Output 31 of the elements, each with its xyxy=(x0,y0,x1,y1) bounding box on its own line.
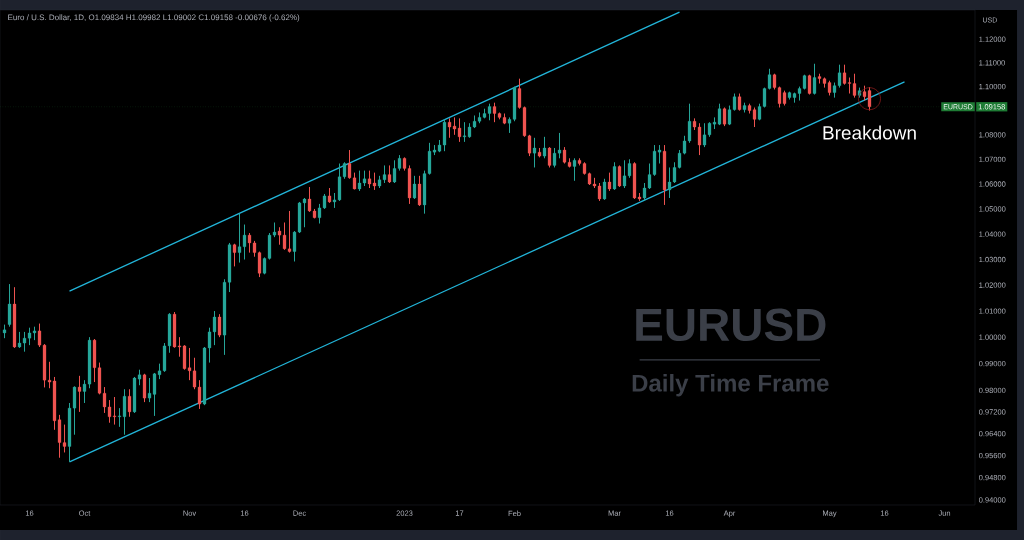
text: EURUSD xyxy=(636,308,826,342)
candlestick xyxy=(12,286,17,349)
candlestick xyxy=(7,283,12,328)
candlestick xyxy=(612,161,617,191)
candlestick xyxy=(662,144,667,206)
candlestick xyxy=(2,324,7,339)
candlestick xyxy=(532,137,537,168)
candlestick xyxy=(722,107,727,127)
candlestick xyxy=(412,175,417,200)
text: Daily Time Frame xyxy=(632,374,829,397)
annotation: Breakdown xyxy=(823,125,916,140)
candlestick xyxy=(127,388,132,418)
candlestick xyxy=(142,373,147,403)
candlestick xyxy=(572,157,577,182)
candlestick xyxy=(742,102,747,114)
candlestick xyxy=(812,63,817,96)
candlestick xyxy=(602,178,607,201)
candlestick xyxy=(607,172,612,192)
candlestick xyxy=(537,147,542,158)
candlestick xyxy=(77,375,82,413)
annotation: Euro / U.S. Dollar, 1D, O1.09834 H1.09982 L1.09002 C1.09158 -0.00676 (-0.62%) xyxy=(8,14,300,22)
candlestick xyxy=(327,187,332,204)
candlestick xyxy=(547,146,552,168)
candlestick xyxy=(417,175,422,207)
candlestick xyxy=(542,136,547,159)
candlestick xyxy=(617,164,622,188)
candlestick xyxy=(737,93,742,112)
candlestick xyxy=(217,313,222,338)
candlestick xyxy=(387,164,392,184)
candlestick xyxy=(807,74,812,96)
candlestick xyxy=(232,243,237,267)
